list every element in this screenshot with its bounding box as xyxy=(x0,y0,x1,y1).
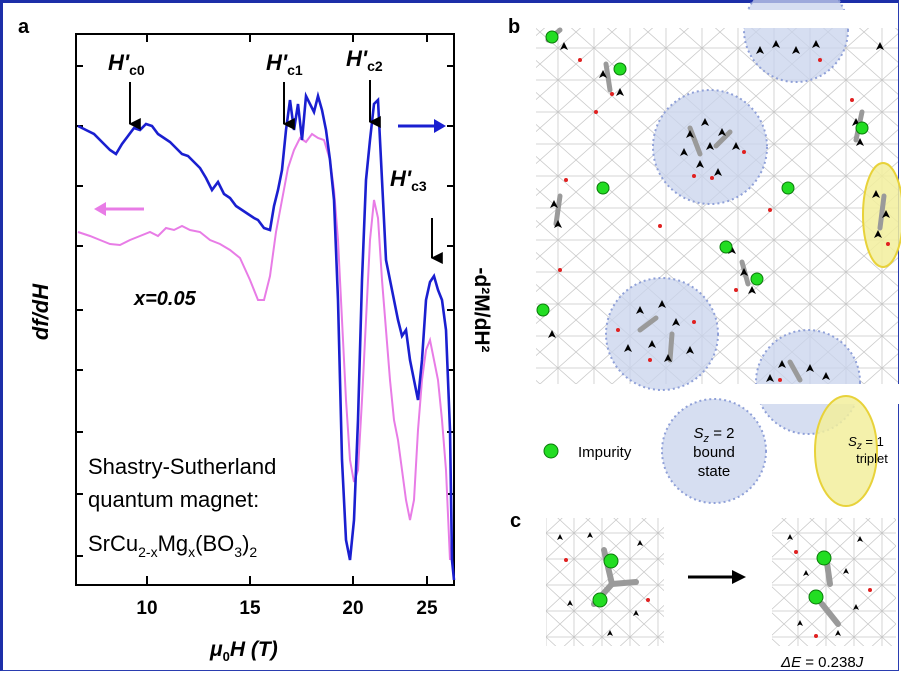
legend-bound-state-circle xyxy=(661,398,767,504)
impurity-dot xyxy=(719,240,733,254)
pink-curve xyxy=(77,132,451,561)
energy-label: ΔE = 0.238J xyxy=(780,654,864,671)
x-axis-label: μ0H (T) xyxy=(209,638,278,664)
blue-axis-arrowhead xyxy=(434,119,446,133)
impurity-dot xyxy=(781,181,795,195)
panel-a-label: a xyxy=(18,16,30,38)
legend-bound-state-line3: state xyxy=(698,463,731,480)
legend-impurity-label: Impurity xyxy=(578,444,632,461)
x-tick-15: 15 xyxy=(239,598,261,619)
panel-c-label: c xyxy=(510,510,521,532)
hc2-label: H'c2 xyxy=(346,46,383,74)
impurity-dot-c xyxy=(808,589,824,605)
panel-b-label: b xyxy=(508,16,520,38)
caption-line1: Shastry-Sutherland xyxy=(88,454,276,479)
spin-arrows xyxy=(548,40,890,382)
impurity-dot xyxy=(545,30,559,44)
impurity-dot xyxy=(855,121,869,135)
red-sites xyxy=(558,58,890,382)
legend-bound-state-line1: Sz = 2 xyxy=(694,425,735,445)
spin-arrows-c-left xyxy=(557,532,643,636)
left-y-ticks xyxy=(76,65,83,557)
caption-background xyxy=(84,452,316,572)
caption-line2: quantum magnet: xyxy=(88,487,259,512)
x-value-label: x=0.05 xyxy=(133,288,197,310)
pink-axis-arrowhead xyxy=(94,202,106,216)
spin-arrows-c-right xyxy=(787,534,863,636)
legend-impurity-dot xyxy=(543,443,559,459)
lattice-mask xyxy=(720,384,900,404)
transition-arrowhead xyxy=(732,570,746,584)
lattice-c-left xyxy=(546,518,664,646)
impurity-dot xyxy=(750,272,764,286)
legend-triplet-line2: triplet xyxy=(856,451,888,466)
impurity-dot xyxy=(613,62,627,76)
y-axis-left-label: df/dH xyxy=(28,283,53,340)
bound-state-circle xyxy=(605,277,719,391)
blue-curve xyxy=(77,90,456,581)
hc3-label: H'c3 xyxy=(390,166,427,194)
impurity-dots xyxy=(536,30,869,317)
x-tick-10: 10 xyxy=(136,598,157,619)
caption-formula: SrCu2-xMgx(BO3)2 xyxy=(88,531,257,560)
x-tick-25: 25 xyxy=(416,598,438,619)
red-sites-c xyxy=(564,550,872,638)
impurity-dot-c xyxy=(816,550,832,566)
lattice-mask xyxy=(536,10,898,28)
impurity-dot xyxy=(536,303,550,317)
legend-triplet-ellipse xyxy=(814,395,878,507)
impurity-dot-c xyxy=(592,592,608,608)
legend-triplet-line1: Sz = 1 xyxy=(848,434,884,452)
hc1-label: H'c1 xyxy=(266,50,303,78)
legend-bound-state-line2: bound xyxy=(693,444,735,461)
impurity-dot xyxy=(596,181,610,195)
y-axis-right-label: -d²M/dH² xyxy=(470,267,493,352)
lattice-c-right xyxy=(772,518,896,646)
hc0-label: H'c0 xyxy=(108,50,145,78)
x-tick-20: 20 xyxy=(342,598,363,619)
x-ticks xyxy=(146,34,428,585)
impurity-dot-c xyxy=(603,553,619,569)
